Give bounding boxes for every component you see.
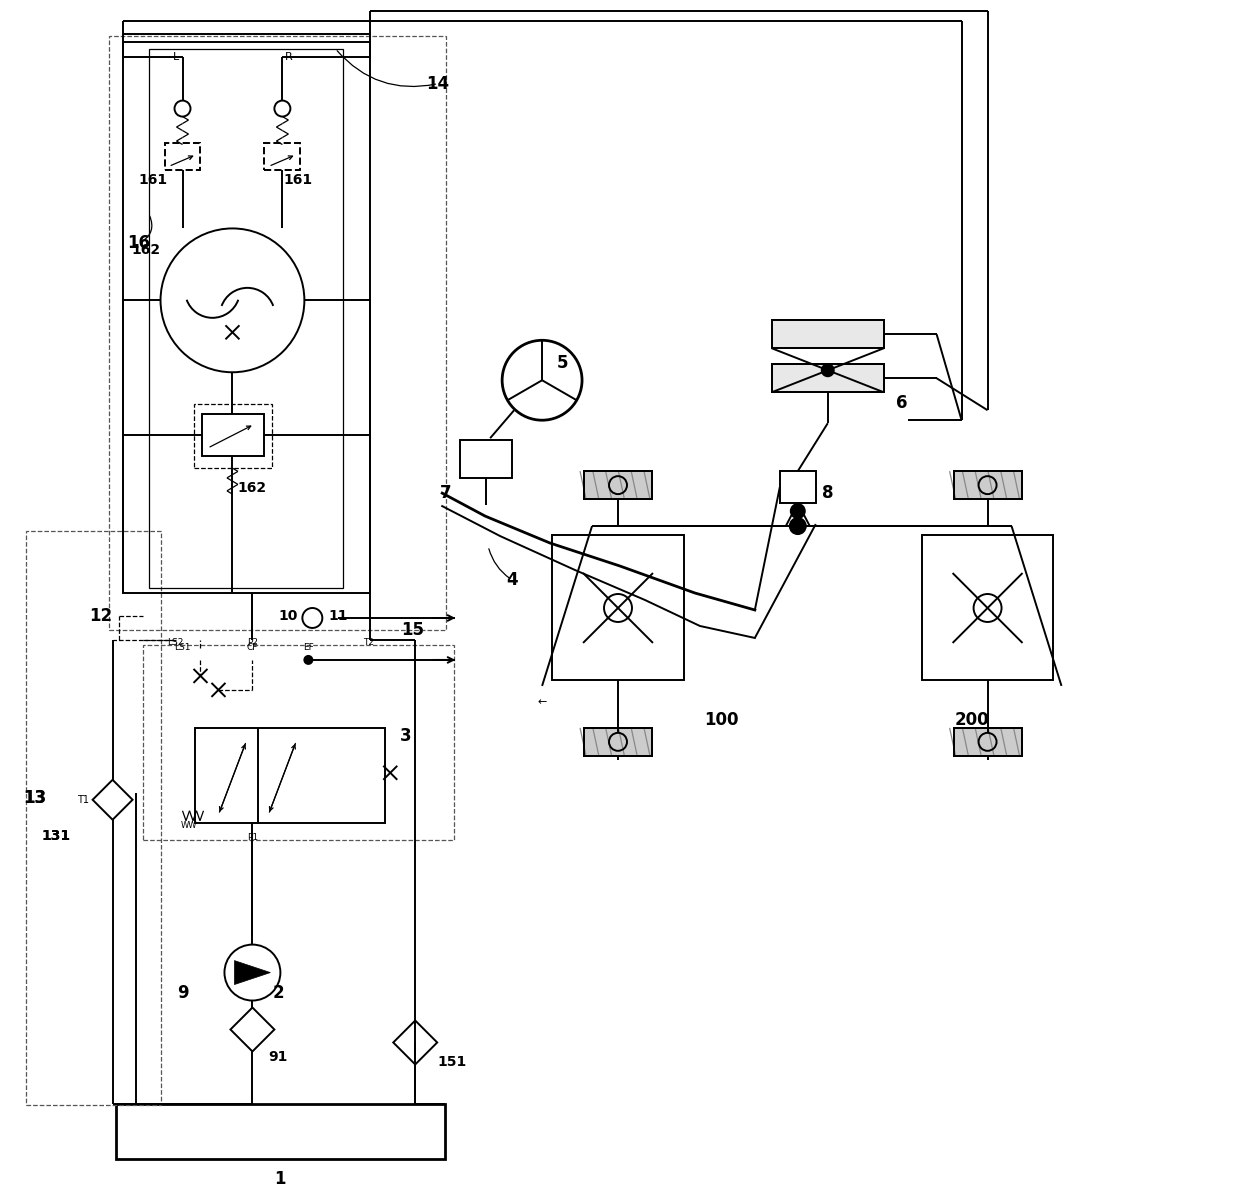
Text: 6: 6 bbox=[897, 394, 908, 412]
Bar bbox=[123, 42, 371, 593]
Text: 13: 13 bbox=[22, 788, 46, 806]
Text: 91: 91 bbox=[269, 1051, 288, 1065]
Text: T2: T2 bbox=[363, 639, 373, 647]
Bar bbox=[584, 471, 652, 500]
Bar bbox=[771, 320, 884, 349]
Text: 15: 15 bbox=[401, 621, 424, 639]
Bar bbox=[780, 471, 816, 503]
Text: 7: 7 bbox=[439, 484, 451, 502]
Bar bbox=[771, 320, 884, 349]
Text: 161: 161 bbox=[138, 174, 167, 187]
Text: EF: EF bbox=[303, 643, 314, 653]
Text: WW: WW bbox=[180, 822, 197, 830]
Text: 131: 131 bbox=[41, 829, 71, 842]
Text: 13: 13 bbox=[22, 788, 46, 806]
Text: 5: 5 bbox=[557, 355, 568, 373]
Text: 16: 16 bbox=[126, 235, 150, 253]
Text: 100: 100 bbox=[704, 710, 739, 728]
Bar bbox=[954, 728, 1022, 756]
Bar bbox=[460, 440, 512, 478]
Bar bbox=[202, 415, 264, 456]
Bar bbox=[954, 471, 1022, 500]
Text: ←: ← bbox=[537, 697, 547, 707]
Bar bbox=[196, 728, 386, 823]
Circle shape bbox=[822, 364, 833, 376]
Bar bbox=[109, 36, 446, 630]
Text: R: R bbox=[284, 52, 293, 61]
Text: CF: CF bbox=[247, 643, 258, 653]
Bar bbox=[771, 364, 884, 392]
Text: 161: 161 bbox=[284, 174, 312, 187]
Bar bbox=[264, 143, 300, 170]
Bar bbox=[143, 645, 454, 840]
Bar bbox=[149, 49, 343, 588]
Text: L: L bbox=[172, 52, 179, 61]
Bar bbox=[954, 471, 1022, 500]
Bar bbox=[954, 728, 1022, 756]
Circle shape bbox=[790, 518, 806, 534]
Bar bbox=[584, 728, 652, 756]
Text: 162: 162 bbox=[238, 482, 267, 495]
Bar bbox=[165, 143, 201, 170]
Bar bbox=[921, 536, 1054, 680]
Text: P1: P1 bbox=[247, 834, 258, 842]
Bar bbox=[26, 531, 160, 1106]
Bar bbox=[584, 471, 652, 500]
Text: 4: 4 bbox=[506, 571, 518, 589]
Text: LS2: LS2 bbox=[167, 639, 184, 647]
Text: P2: P2 bbox=[247, 639, 258, 647]
Bar bbox=[584, 728, 652, 756]
Bar bbox=[552, 536, 684, 680]
Text: 1: 1 bbox=[274, 1170, 286, 1188]
Text: 131: 131 bbox=[41, 829, 71, 842]
Text: LS1: LS1 bbox=[175, 643, 191, 653]
Text: 200: 200 bbox=[955, 710, 990, 728]
Text: T1: T1 bbox=[77, 794, 88, 805]
Text: 11: 11 bbox=[329, 609, 348, 623]
Text: 2: 2 bbox=[273, 984, 284, 1002]
Text: 14: 14 bbox=[427, 74, 450, 92]
Polygon shape bbox=[234, 961, 270, 985]
Text: 162: 162 bbox=[131, 243, 160, 258]
Bar bbox=[195, 404, 273, 468]
Text: 12: 12 bbox=[89, 607, 112, 625]
Text: 9: 9 bbox=[176, 984, 188, 1002]
Circle shape bbox=[791, 504, 805, 518]
Text: 10: 10 bbox=[279, 609, 298, 623]
Text: 151: 151 bbox=[438, 1055, 466, 1070]
Circle shape bbox=[304, 657, 312, 664]
Bar bbox=[771, 364, 884, 392]
Bar bbox=[115, 1105, 445, 1160]
Text: 3: 3 bbox=[399, 727, 412, 745]
Text: 8: 8 bbox=[822, 484, 833, 502]
